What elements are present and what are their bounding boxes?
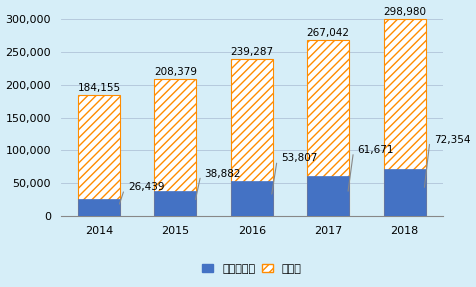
- Text: 61,671: 61,671: [357, 145, 394, 155]
- Bar: [231, 59, 273, 216]
- Text: 298,980: 298,980: [383, 7, 426, 18]
- Text: 267,042: 267,042: [307, 28, 350, 38]
- Bar: [384, 20, 426, 216]
- Bar: [307, 176, 349, 216]
- Bar: [155, 191, 197, 216]
- Text: 38,882: 38,882: [205, 168, 241, 179]
- Text: 26,439: 26,439: [128, 182, 165, 192]
- Text: 208,379: 208,379: [154, 67, 197, 77]
- Bar: [384, 169, 426, 216]
- Text: 239,287: 239,287: [230, 47, 273, 57]
- Bar: [78, 199, 120, 216]
- Text: 53,807: 53,807: [281, 154, 317, 164]
- Legend: ベトナム人, その他: ベトナム人, その他: [198, 259, 306, 278]
- Bar: [231, 181, 273, 216]
- Bar: [155, 79, 197, 216]
- Bar: [307, 40, 349, 216]
- Text: 184,155: 184,155: [78, 83, 120, 93]
- Text: 72,354: 72,354: [434, 135, 470, 145]
- Bar: [78, 95, 120, 216]
